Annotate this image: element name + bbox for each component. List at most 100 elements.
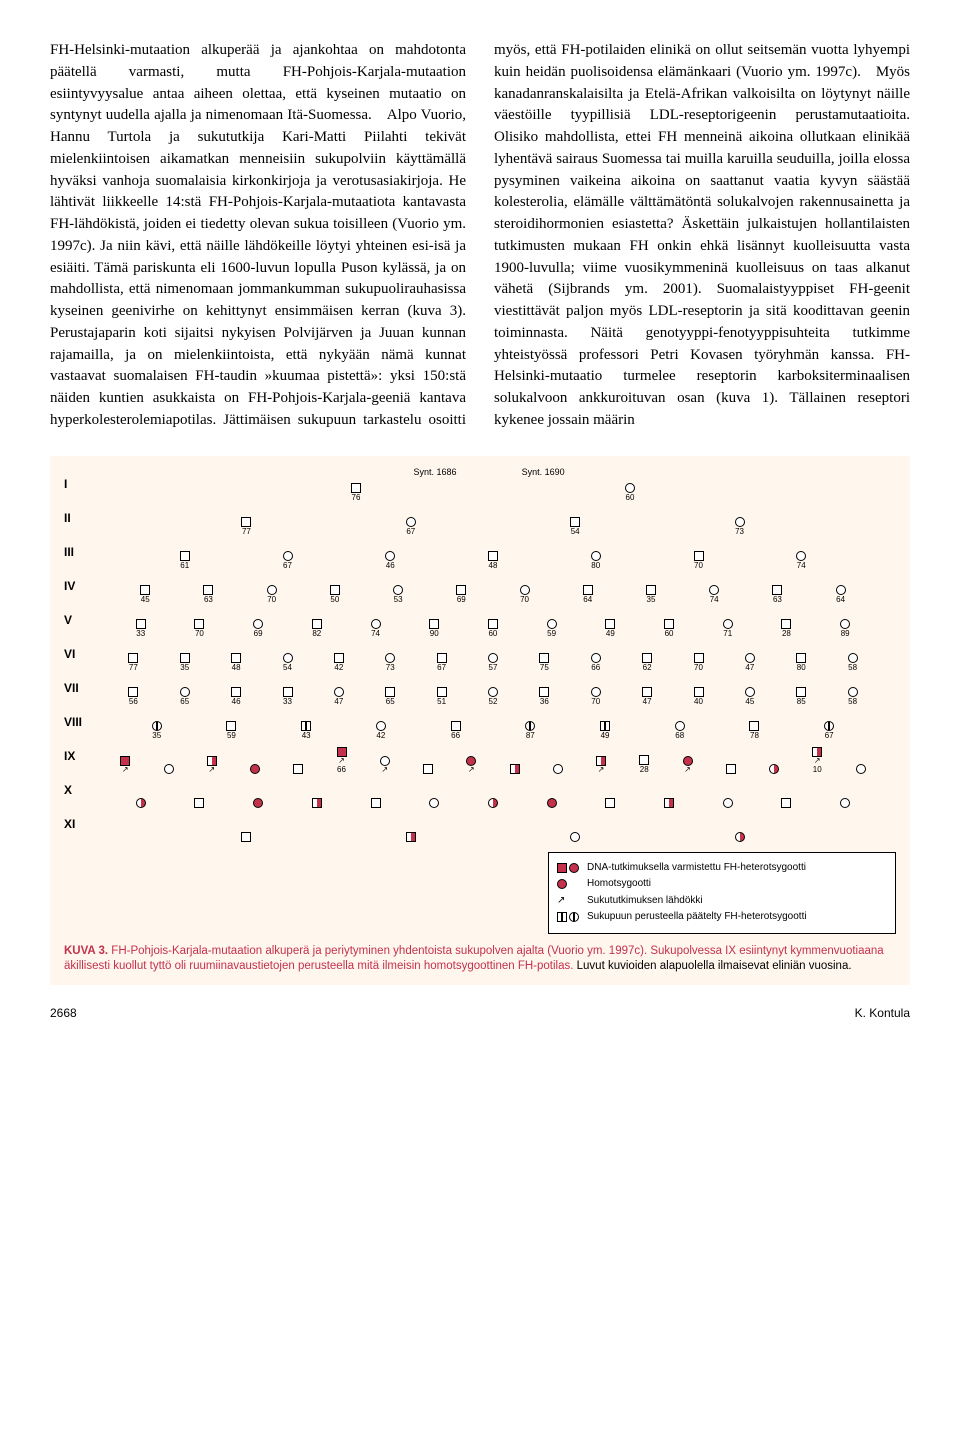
female-symbol [371,619,381,629]
male-symbol [664,798,674,808]
pedigree-node: 46 [382,551,398,570]
pedigree-chart: ISynt. 1686Synt. 16907660II77675473III61… [64,468,896,842]
female-symbol [569,863,579,873]
pedigree-node: 36 [536,687,552,706]
generation-label: II [64,510,90,527]
age-label: 70 [591,698,600,706]
female-symbol [745,687,755,697]
pedigree-node: 67 [403,517,419,536]
male-symbol [694,653,704,663]
figure-legend: DNA-tutkimuksella varmistettu FH-heterot… [548,852,896,934]
generation-nodes [90,798,896,808]
pedigree-node: ↗ [593,756,609,774]
pedigree-node: 82 [309,619,325,638]
pedigree-node [837,798,853,808]
female-symbol [735,517,745,527]
female-symbol [253,798,263,808]
pedigree-node [602,798,618,808]
pedigree-node: 49 [597,721,613,740]
male-symbol [180,551,190,561]
age-label: 66 [451,732,460,740]
female-symbol [376,721,386,731]
age-label: 63 [204,596,213,604]
birth-year-label: Synt. 1690 [522,466,565,479]
pedigree-node: 63 [200,585,216,604]
generation-row: IX↗↗↗66↗↗↗28↗↗10 [64,740,896,774]
age-label: 60 [626,494,635,502]
age-label: 71 [723,630,732,638]
age-label: 52 [489,698,498,706]
male-symbol [385,687,395,697]
pedigree-node: 63 [769,585,785,604]
pedigree-node: 33 [133,619,149,638]
pedigree-node: 69 [250,619,266,638]
age-label: 77 [242,528,251,536]
male-symbol [812,747,822,757]
age-label: 35 [180,664,189,672]
age-label: 65 [180,698,189,706]
pedigree-node: 73 [732,517,748,536]
pedigree-node: 62 [639,653,655,672]
female-symbol [796,551,806,561]
age-label: 70 [694,664,703,672]
age-label: 67 [283,562,292,570]
age-label: 89 [841,630,850,638]
pedigree-node: 48 [228,653,244,672]
age-label: 59 [547,630,556,638]
female-symbol [848,653,858,663]
pedigree-node: ↗10 [809,747,825,774]
male-symbol [140,585,150,595]
male-symbol [194,798,204,808]
male-symbol [207,756,217,766]
male-symbol [128,687,138,697]
pedigree-node: 60 [485,619,501,638]
pedigree-node [732,832,748,842]
female-symbol [466,756,476,766]
male-symbol [605,798,615,808]
pedigree-node: 77 [125,653,141,672]
age-label: 42 [334,664,343,672]
male-symbol [694,551,704,561]
pedigree-node [766,764,782,774]
female-symbol [380,756,390,766]
male-symbol [510,764,520,774]
generation-row: VII566546334765515236704740458558 [64,672,896,706]
male-symbol [796,653,806,663]
male-symbol [726,764,736,774]
age-label: 58 [848,698,857,706]
male-symbol [781,798,791,808]
pedigree-node [250,798,266,808]
legend-symbols [557,879,581,889]
generation-nodes: 7660 [90,483,896,502]
generation-label: VI [64,646,90,663]
legend-row: ↗Sukututkimuksen lähdökki [557,894,887,909]
pedigree-node [485,798,501,808]
generation-nodes: 456370505369706435746364 [90,585,896,604]
pedigree-node: 85 [793,687,809,706]
male-symbol [180,653,190,663]
proband-arrow-icon: ↗ [814,757,821,765]
pedigree-node: 60 [661,619,677,638]
female-symbol [735,832,745,842]
age-label: 54 [283,664,292,672]
pedigree-node [426,798,442,808]
age-label: 62 [643,664,652,672]
age-label: 45 [141,596,150,604]
legend-text: Homotsygootti [587,877,651,892]
age-label: 48 [489,562,498,570]
female-symbol [164,764,174,774]
male-symbol [312,619,322,629]
female-symbol [856,764,866,774]
male-symbol [605,619,615,629]
age-label: 28 [782,630,791,638]
legend-symbols: ↗ [557,894,581,909]
generation-label: III [64,544,90,561]
legend-row: Sukupuun perusteella päätelty FH-heterot… [557,910,887,925]
age-label: 51 [437,698,446,706]
generation-label: IX [64,748,90,765]
age-label: 35 [647,596,656,604]
pedigree-node: 67 [821,721,837,740]
pedigree-node: 35 [643,585,659,604]
age-label: 33 [283,698,292,706]
pedigree-node: 58 [845,653,861,672]
